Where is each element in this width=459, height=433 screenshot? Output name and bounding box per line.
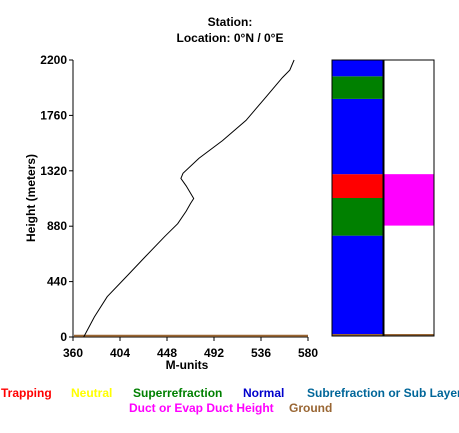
refractivity-column-frame	[331, 59, 384, 337]
y-tick-label: 880	[47, 219, 67, 233]
x-tick-label: 448	[157, 346, 177, 360]
x-tick-label: 492	[204, 346, 224, 360]
station-title: Station:	[208, 15, 253, 29]
y-tick-label: 440	[47, 275, 67, 289]
refractivity-layer-segment	[332, 174, 383, 198]
x-tick-label: 404	[110, 346, 130, 360]
legend-duct-height: Duct or Evap Duct Height	[129, 401, 274, 415]
duct-column-frame	[383, 59, 435, 337]
refractivity-layer-segment	[332, 198, 383, 236]
m-unit-profile-line	[83, 59, 295, 338]
y-tick-label: 0	[60, 330, 67, 344]
refractivity-layer-segment	[332, 76, 383, 99]
refractivity-layer-segment	[332, 235, 383, 336]
y-tick-label: 2200	[40, 53, 67, 67]
legend: Trapping Neutral Superrefraction Normal …	[1, 386, 459, 415]
y-ticks: 0 440 880 1320 1760 2200	[40, 53, 73, 344]
legend-ground: Ground	[289, 401, 332, 415]
legend-trapping: Trapping	[1, 386, 52, 400]
location-title: Location: 0°N / 0°E	[177, 31, 284, 45]
refractivity-layer-segment	[332, 98, 383, 175]
y-axis-label: Height (meters)	[24, 154, 38, 242]
x-axis-label: M-units	[166, 358, 209, 372]
x-tick-label: 580	[298, 346, 318, 360]
legend-neutral: Neutral	[71, 386, 112, 400]
x-tick-label: 360	[63, 346, 83, 360]
profile-plot: 0 440 880 1320 1760 2200 360 404 448 492 536 580 M…	[24, 53, 318, 372]
x-ticks: 360 404 448 492 536 580	[63, 337, 318, 360]
refractivity-layer-segment	[332, 60, 383, 77]
y-tick-label: 1760	[40, 108, 67, 122]
x-tick-label: 536	[251, 346, 271, 360]
layer-bars	[331, 59, 435, 337]
duct-height-segment	[384, 174, 434, 226]
legend-superrefraction: Superrefraction	[133, 386, 222, 400]
y-tick-label: 1320	[40, 164, 67, 178]
legend-normal: Normal	[243, 386, 284, 400]
legend-subrefraction: Subrefraction or Sub Layer	[307, 386, 459, 400]
